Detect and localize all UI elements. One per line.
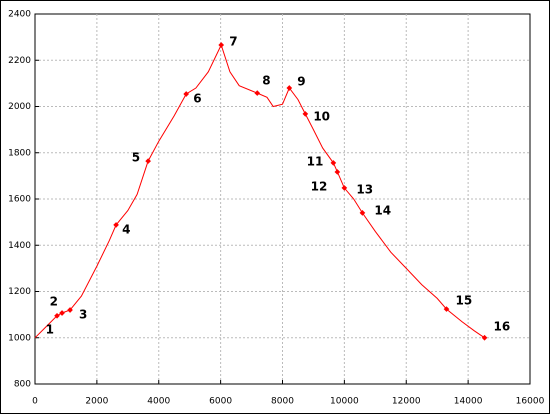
x-tick-label: 16000 [516, 397, 545, 407]
point-marker [334, 169, 341, 175]
x-tick-label: 6000 [209, 397, 232, 407]
point-label: 8 [262, 74, 270, 88]
point-label: 15 [455, 294, 472, 308]
x-tick-label: 8000 [271, 397, 294, 407]
point-marker [359, 210, 366, 216]
profile-line [34, 43, 485, 339]
point-label: 5 [132, 151, 140, 165]
point-marker [481, 334, 488, 341]
point-label: 10 [313, 109, 330, 123]
point-label: 13 [356, 182, 373, 196]
point-marker [254, 90, 261, 96]
point-label: 7 [229, 34, 237, 48]
x-tick-label: 10000 [330, 397, 359, 407]
y-tick-label: 1600 [8, 195, 31, 205]
point-marker [183, 91, 190, 97]
point-label: 1 [46, 322, 54, 336]
point-marker [302, 111, 309, 117]
x-tick-label: 0 [32, 397, 38, 407]
y-tick-label: 2400 [8, 10, 31, 20]
point-label: 16 [494, 319, 511, 333]
point-label: 4 [122, 222, 130, 236]
point-marker [341, 185, 348, 191]
point-marker [67, 307, 73, 313]
y-tick-label: 1800 [8, 148, 31, 158]
x-tick-label: 4000 [147, 397, 170, 407]
point-marker [330, 160, 337, 166]
point-label: 2 [50, 295, 58, 309]
point-marker [286, 85, 293, 91]
x-tick-label: 14000 [454, 397, 483, 407]
point-label: 6 [193, 92, 201, 106]
y-tick-label: 2200 [8, 56, 31, 66]
y-tick-label: 1400 [8, 241, 31, 251]
point-marker [113, 222, 119, 228]
point-marker [443, 306, 450, 312]
y-tick-label: 1200 [8, 287, 31, 297]
x-tick-label: 12000 [392, 397, 421, 407]
point-label: 11 [307, 154, 324, 168]
y-tick-label: 2000 [8, 102, 31, 112]
point-label: 3 [79, 308, 87, 322]
point-label: 9 [297, 75, 305, 89]
x-tick-label: 2000 [85, 397, 108, 407]
point-label: 12 [311, 179, 328, 193]
y-tick-label: 1000 [8, 333, 31, 343]
y-tick-label: 800 [14, 380, 31, 390]
point-marker [145, 158, 151, 164]
point-label: 14 [374, 203, 391, 217]
